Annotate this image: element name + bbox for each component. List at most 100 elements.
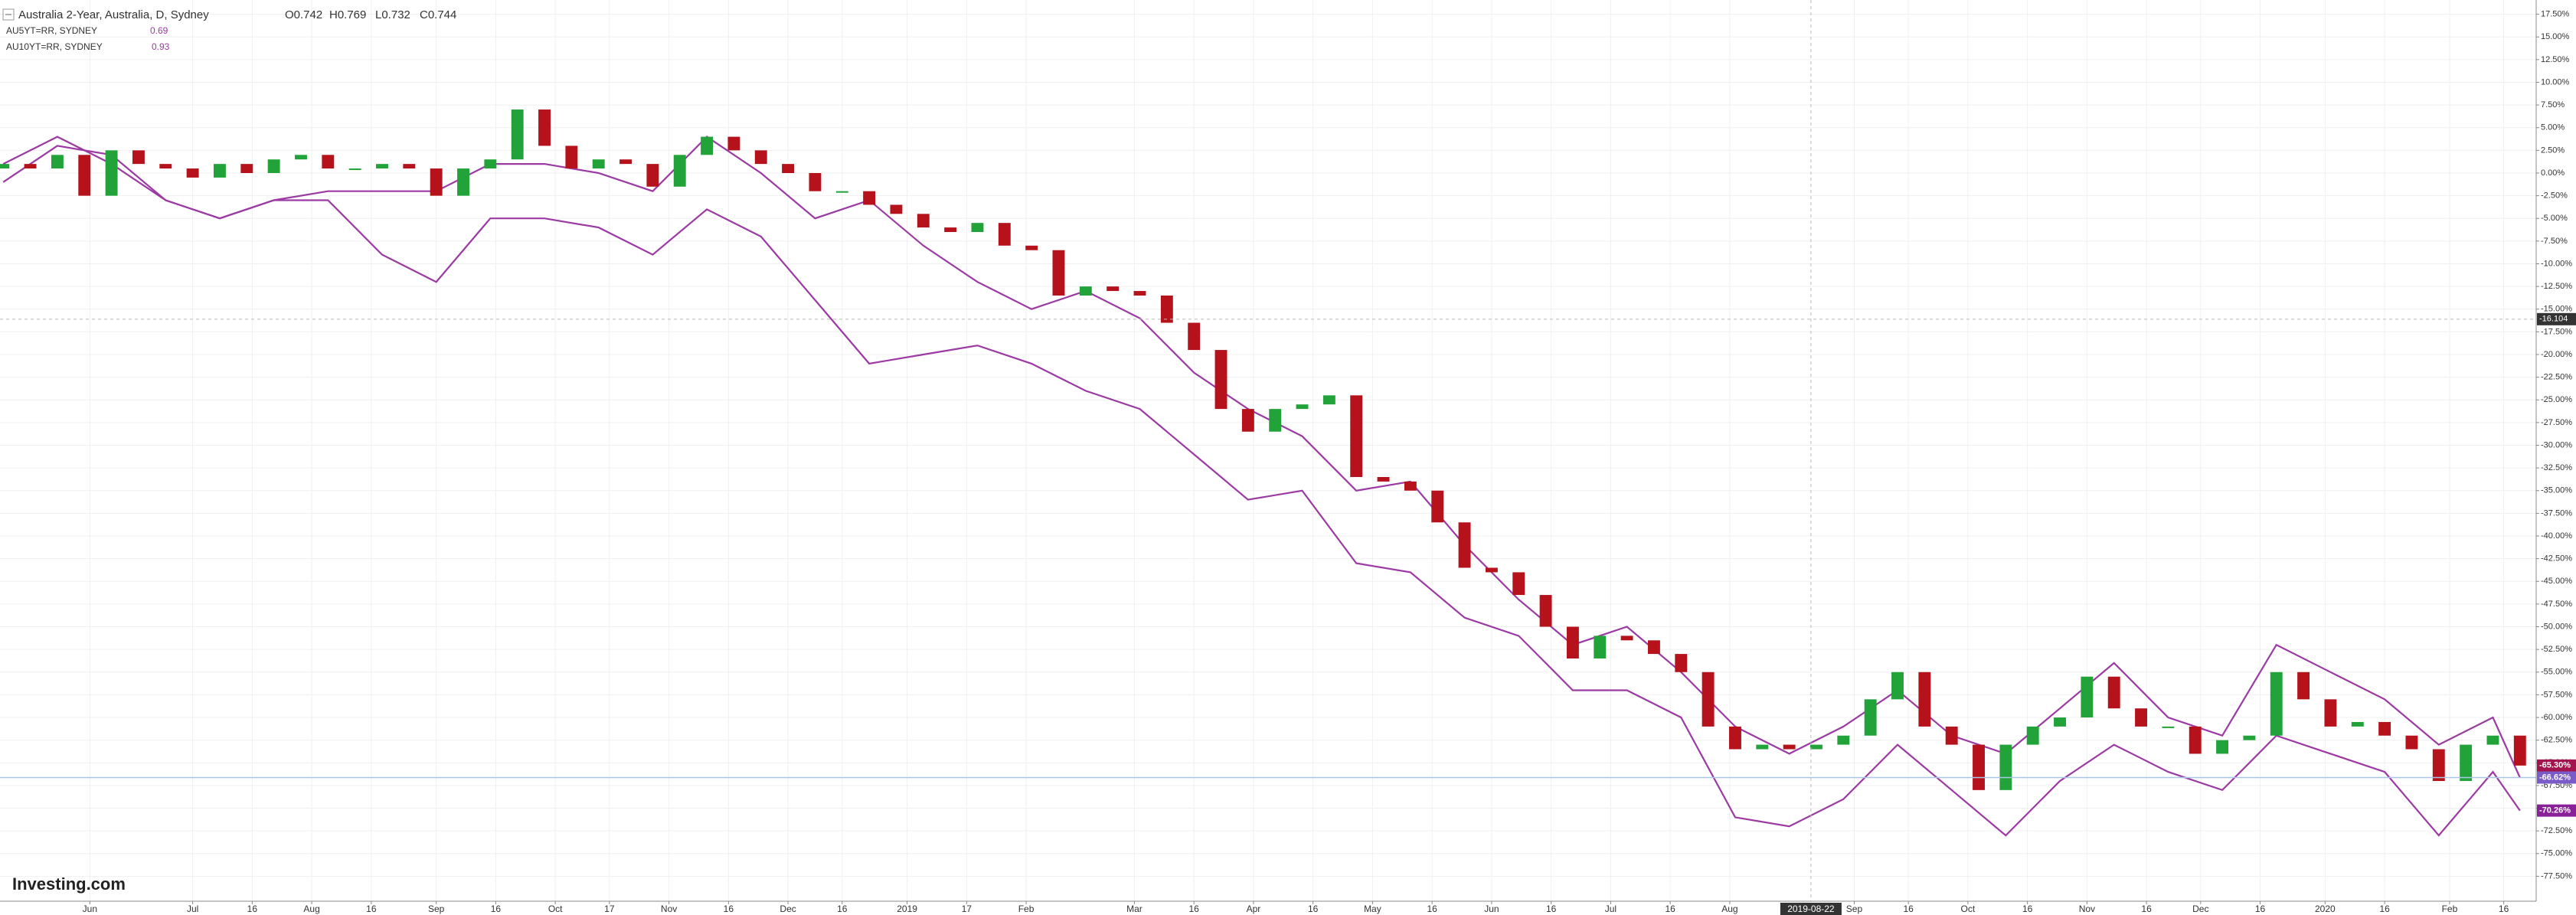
candle	[1702, 672, 1715, 727]
y-tick-label: -57.50%	[2541, 690, 2572, 699]
y-tick-label: -55.00%	[2541, 668, 2572, 677]
candle	[754, 150, 767, 165]
last-value-box	[2537, 804, 2576, 817]
y-tick-label: -75.00%	[2541, 849, 2572, 858]
y-tick-label: 10.00%	[2541, 77, 2570, 87]
y-tick-label: -20.00%	[2541, 350, 2572, 359]
x-tick-label: May	[1364, 904, 1381, 914]
x-tick-label: Jul	[1605, 904, 1617, 914]
candle	[1539, 595, 1552, 627]
ohlc-value: L0.732	[375, 8, 410, 21]
candle	[835, 191, 848, 193]
candle	[1214, 350, 1228, 410]
candle	[1512, 572, 1525, 596]
candle	[511, 109, 524, 160]
candle	[51, 155, 64, 169]
candle	[1973, 744, 1985, 790]
x-tick-label: Aug	[303, 904, 319, 914]
candle	[1188, 322, 1201, 351]
x-tick-label: 16	[2379, 904, 2390, 914]
overlay-name: AU5YT=RR, SYDNEY	[6, 25, 97, 36]
watermark: Investing.com	[12, 874, 126, 894]
candle	[2243, 735, 2256, 740]
collapse-icon[interactable]	[2, 8, 15, 21]
candle	[1647, 640, 1660, 655]
x-tick-label: Jun	[83, 904, 97, 914]
ohlc-value: O0.742	[285, 8, 322, 21]
candle	[1404, 481, 1417, 491]
y-tick-label: -12.50%	[2541, 282, 2572, 291]
crosshair-y-label-box	[2537, 312, 2576, 325]
crosshair-x-label-box	[1780, 903, 1842, 915]
candle	[1756, 744, 1769, 750]
candle	[1431, 490, 1444, 523]
x-tick-label: 16	[366, 904, 377, 914]
candle	[971, 223, 984, 233]
overlay-line	[2, 136, 2521, 837]
candle	[1052, 250, 1065, 296]
last-value-label: -70.26%	[2539, 806, 2571, 815]
candle	[1079, 286, 1092, 296]
candle	[2026, 726, 2039, 745]
y-tick-label: 5.00%	[2541, 123, 2565, 132]
candle	[592, 159, 605, 169]
y-tick-label: -30.00%	[2541, 440, 2572, 449]
candle	[2107, 676, 2120, 709]
candle	[2351, 721, 2364, 727]
candle	[2270, 672, 2283, 736]
x-tick-label: 16	[2141, 904, 2152, 914]
x-tick-label: 16	[2499, 904, 2509, 914]
candle	[1837, 735, 1850, 745]
y-tick-label: -27.50%	[2541, 418, 2572, 427]
x-tick-label: Nov	[661, 904, 677, 914]
candle	[538, 109, 551, 146]
candle	[2135, 708, 2147, 727]
candle	[132, 150, 145, 165]
candle	[1025, 245, 1038, 250]
y-tick-label: -10.00%	[2541, 259, 2572, 268]
x-tick-label: Oct	[548, 904, 563, 914]
y-tick-label: -2.50%	[2541, 191, 2568, 201]
x-tick-label: Sep	[428, 904, 445, 914]
x-tick-label: 2019	[897, 904, 917, 914]
x-tick-label: 16	[2255, 904, 2266, 914]
crosshair-x-label: 2019-08-22	[1787, 904, 1835, 914]
candle	[890, 204, 903, 214]
y-tick-label: -47.50%	[2541, 600, 2572, 609]
last-value-box	[2537, 771, 2576, 784]
candle	[565, 145, 578, 169]
overlay-name: AU10YT=RR, SYDNEY	[6, 41, 103, 52]
candle	[701, 136, 714, 155]
candle	[2324, 699, 2337, 727]
candle	[2297, 672, 2310, 700]
candle	[619, 159, 632, 165]
candle	[1566, 626, 1579, 658]
y-tick-label: 15.00%	[2541, 32, 2570, 41]
y-tick-label: -32.50%	[2541, 463, 2572, 472]
candle	[917, 214, 930, 228]
x-tick-label: Dec	[2192, 904, 2208, 914]
x-tick-label: Jul	[187, 904, 198, 914]
x-tick-label: 16	[2022, 904, 2033, 914]
candle	[1918, 672, 1931, 727]
candle	[1675, 654, 1688, 672]
y-tick-label: -22.50%	[2541, 373, 2572, 382]
main-series-name: Australia 2-Year, Australia, D, Sydney	[18, 8, 209, 21]
candle	[1620, 636, 1633, 641]
x-tick-label: 16	[837, 904, 848, 914]
candle	[2405, 735, 2418, 750]
candle	[24, 164, 37, 169]
x-tick-label: 16	[491, 904, 502, 914]
x-tick-label: Feb	[1018, 904, 1035, 914]
x-tick-label: Feb	[2442, 904, 2458, 914]
candle	[1241, 409, 1254, 432]
x-tick-label: 2020	[2315, 904, 2336, 914]
overlay-value: 0.93	[152, 41, 170, 52]
x-tick-label: Mar	[1126, 904, 1143, 914]
x-tick-label: 17	[962, 904, 973, 914]
candle	[1783, 744, 1796, 750]
crosshair-y-label: -16.104	[2539, 315, 2568, 324]
candle	[322, 155, 335, 169]
candle	[1485, 567, 1498, 573]
